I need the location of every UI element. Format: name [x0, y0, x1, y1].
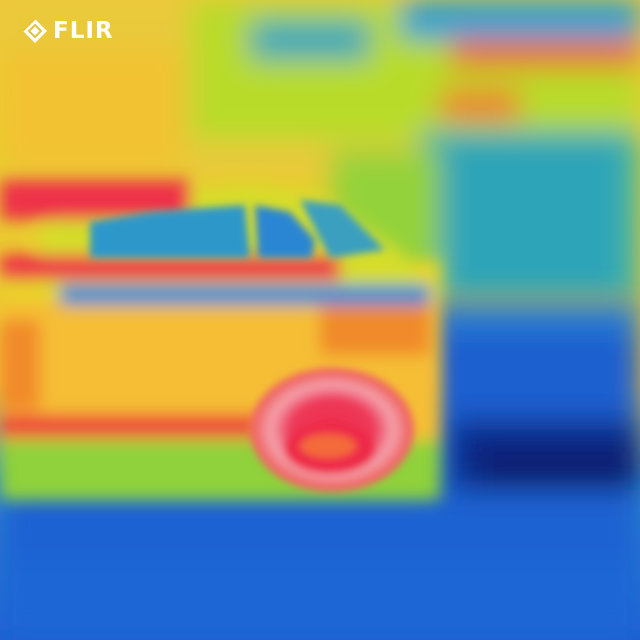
flir-diamond-logo-icon: [22, 18, 47, 43]
flir-logo: FLIR: [22, 14, 114, 48]
brand-name: FLIR: [53, 17, 114, 44]
